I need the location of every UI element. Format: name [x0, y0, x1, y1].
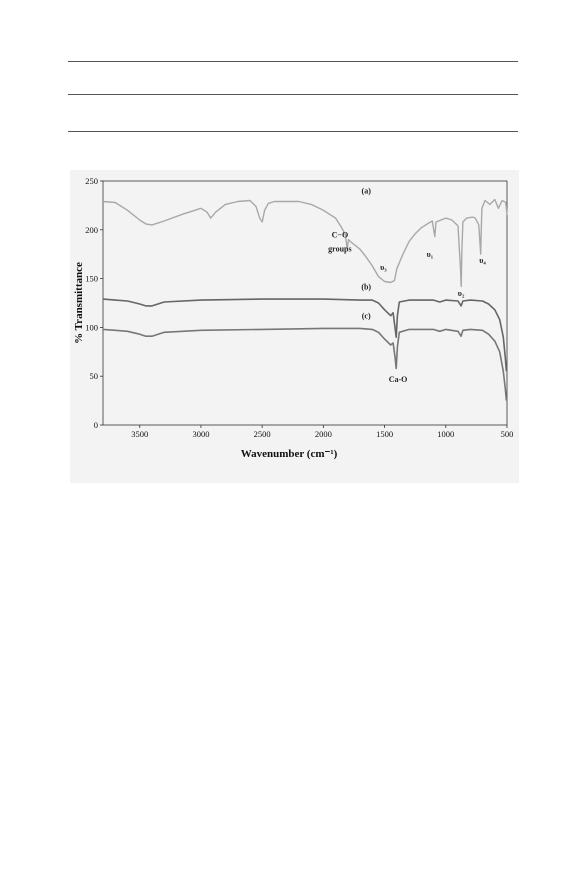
plot-frame	[102, 180, 508, 426]
y-tick-label: 200	[85, 225, 98, 235]
annotation-label: υ₂	[458, 289, 465, 298]
x-tick-label: 1000	[437, 429, 454, 439]
annotation-label: C−O	[332, 231, 349, 240]
x-tick-label: 3500	[131, 429, 148, 439]
x-tick-label: 2000	[315, 429, 332, 439]
annotation-label: υ₁	[427, 250, 434, 259]
middle-rule	[68, 94, 518, 95]
annotation-label: (c)	[362, 312, 371, 321]
y-tick-label: 100	[85, 322, 98, 332]
annotation-label: (b)	[361, 282, 371, 291]
ftir-chart: 3500 3000 2500 2000 1500 1000 500 0 50 100 150 200 2…	[70, 170, 519, 483]
annotation-label: (a)	[362, 187, 372, 196]
y-tick-label: 250	[85, 176, 98, 186]
x-axis-title: Wavenumber (cm⁻¹)	[241, 448, 338, 460]
y-axis-title: % Transmittance	[73, 262, 85, 344]
annotation-label: υ₃	[380, 263, 387, 272]
chart-annotations: (a) (b) (c) C−O groups υ₃ υ₁ υ₄ υ₂ Ca-O	[328, 187, 486, 384]
chart-svg: 3500 3000 2500 2000 1500 1000 500 0 50 100 150 200 2…	[73, 176, 513, 460]
top-rule	[68, 61, 518, 62]
annotation-label: Ca-O	[389, 375, 408, 384]
chart-axes	[102, 180, 508, 426]
x-tick-label: 2500	[254, 429, 271, 439]
y-tick-label: 150	[85, 274, 98, 284]
bottom-rule	[68, 131, 518, 132]
annotation-label: groups	[328, 244, 351, 253]
series-line-1	[102, 298, 508, 372]
x-tick-label: 3000	[192, 429, 209, 439]
series-line-2	[102, 327, 508, 401]
annotation-label: υ₄	[479, 256, 486, 265]
y-tick-label: 50	[90, 371, 99, 381]
y-tick-label: 0	[94, 420, 98, 430]
x-tick-label: 1500	[376, 429, 393, 439]
chart-ticks: 3500 3000 2500 2000 1500 1000 500 0 50 100 150 200 2…	[85, 176, 513, 439]
series-line-0	[102, 198, 508, 288]
x-tick-label: 500	[501, 429, 514, 439]
chart-series	[102, 198, 508, 401]
